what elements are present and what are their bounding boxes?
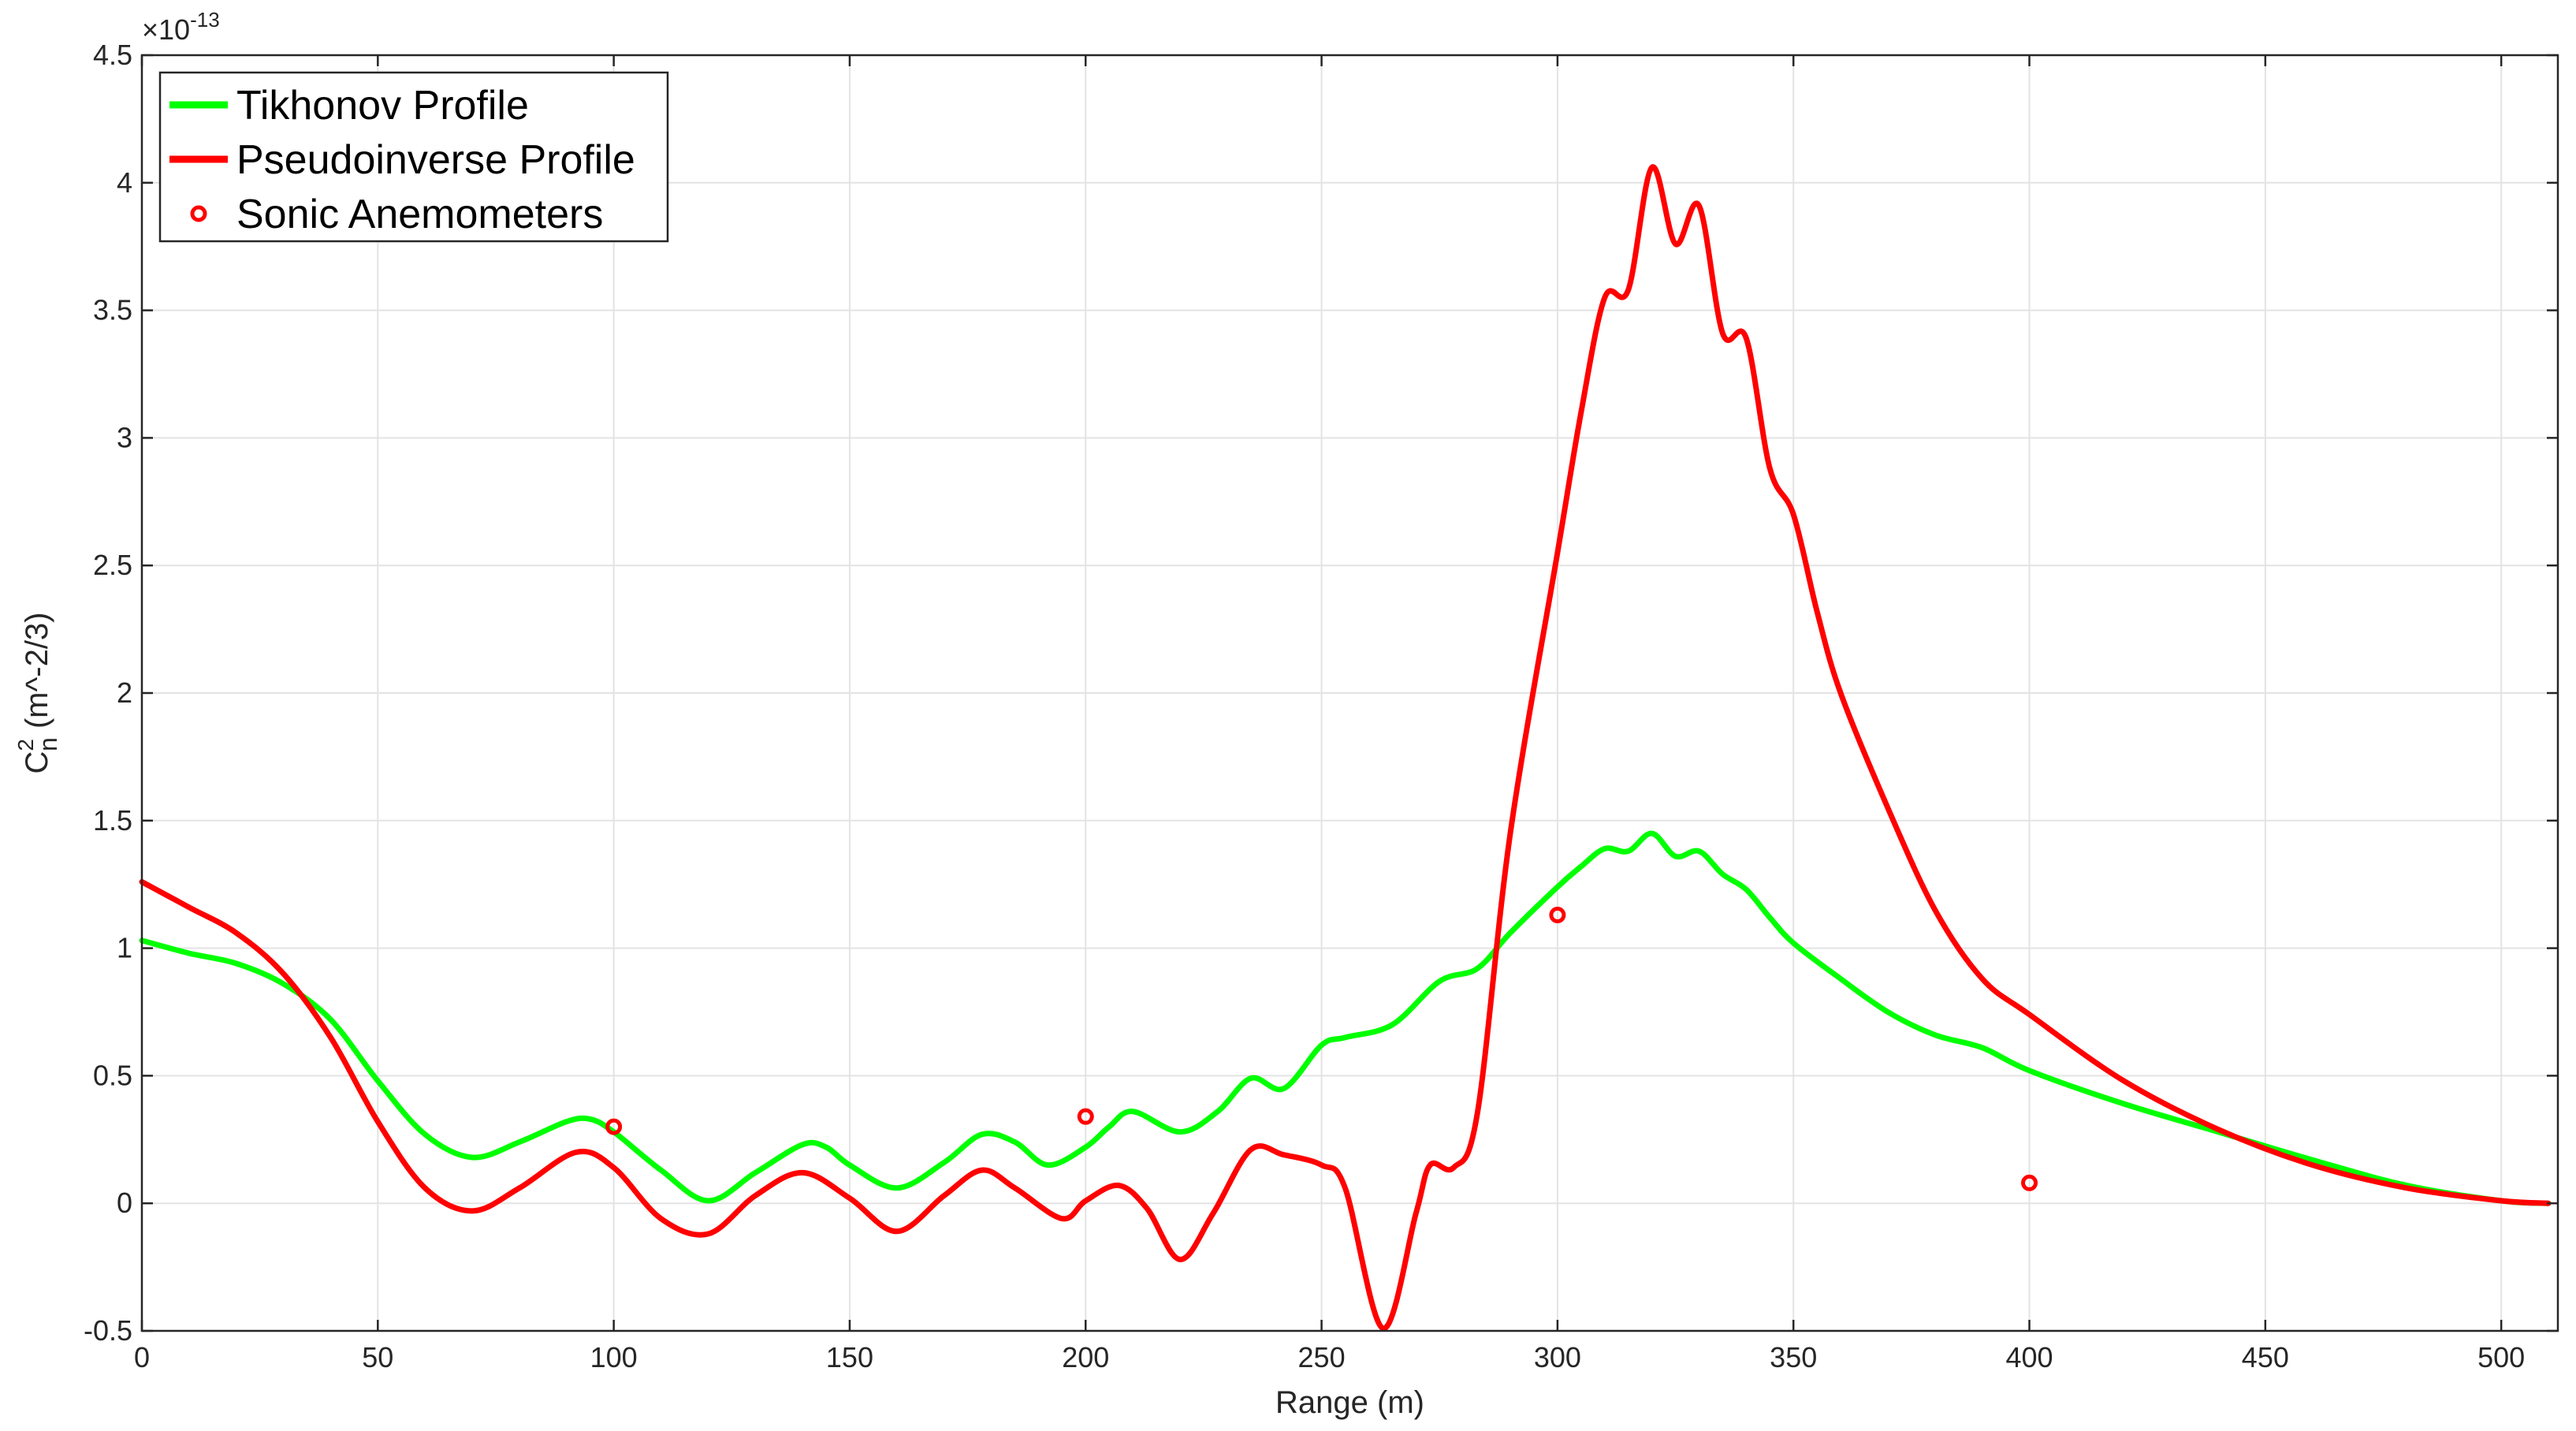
x-tick-label: 350 — [1770, 1341, 1817, 1373]
series-marker — [1077, 1108, 1094, 1125]
y-label-sub: n — [34, 737, 62, 751]
y-axis-label: C2n (m^-2/3) — [13, 612, 62, 773]
legend-box — [158, 71, 669, 243]
series-line-0 — [139, 830, 2552, 1206]
series-marker — [2021, 1174, 2038, 1191]
ticks — [140, 54, 2558, 1332]
y-tick-label: 4.5 — [93, 39, 132, 71]
series-marker — [1549, 907, 1566, 924]
x-tick-label: 300 — [1534, 1341, 1581, 1373]
x-tick-label: 450 — [2242, 1341, 2289, 1373]
x-tick-label: 200 — [1062, 1341, 1109, 1373]
x-tick-label: 50 — [362, 1341, 393, 1373]
y-axis-exponent: ×10-13 — [142, 8, 220, 46]
y-label-rest: (m^-2/3) — [20, 612, 54, 737]
x-tick-label: 100 — [590, 1341, 638, 1373]
exponent-base: ×10 — [142, 13, 190, 46]
y-tick-label: 2.5 — [93, 549, 132, 581]
y-tick-label: 0 — [117, 1187, 132, 1219]
y-tick-label: 3 — [117, 421, 132, 453]
y-tick-label: -0.5 — [84, 1314, 132, 1347]
series-line-1 — [139, 164, 2552, 1332]
x-tick-label: 250 — [1298, 1341, 1346, 1373]
x-tick-label: 400 — [2005, 1341, 2053, 1373]
legend-label-tikhonov: Tikhonov Profile — [236, 83, 529, 129]
legend-label-sonic: Sonic Anemometers — [236, 192, 603, 237]
legend: Tikhonov Profile Pseudoinverse Profile S… — [158, 71, 669, 243]
y-tick-label: 3.5 — [93, 294, 132, 326]
legend-marker-sonic — [190, 205, 207, 222]
y-tick-label: 1.5 — [93, 804, 132, 837]
exponent-power: -13 — [190, 8, 220, 32]
legend-label-pseudoinverse: Pseudoinverse Profile — [236, 137, 635, 183]
y-tick-label: 1 — [117, 932, 132, 964]
y-tick-label: 0.5 — [93, 1059, 132, 1091]
y-label-sup: 2 — [13, 739, 38, 751]
y-tick-label: 4 — [117, 166, 132, 199]
series-layer — [139, 164, 2552, 1332]
x-tick-label: 500 — [2477, 1341, 2525, 1373]
x-axis-label: Range (m) — [1275, 1385, 1424, 1420]
y-tick-label: 2 — [117, 676, 132, 709]
y-label-base: C — [20, 751, 54, 774]
x-tick-label: 0 — [134, 1341, 150, 1373]
series-marker — [605, 1118, 623, 1135]
x-tick-label: 150 — [826, 1341, 873, 1373]
tick-labels: 0 50 100 150 200 250 300 350 400 450 500-0.500.511… — [84, 39, 2525, 1373]
